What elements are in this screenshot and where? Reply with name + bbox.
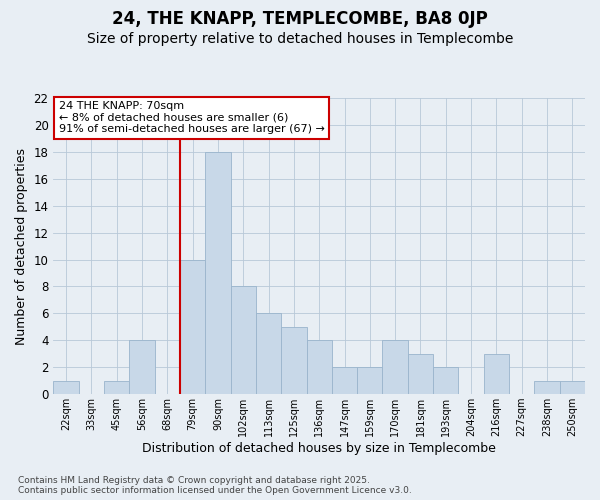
Text: 24, THE KNAPP, TEMPLECOMBE, BA8 0JP: 24, THE KNAPP, TEMPLECOMBE, BA8 0JP (112, 10, 488, 28)
Y-axis label: Number of detached properties: Number of detached properties (15, 148, 28, 344)
Bar (484, 354, 509, 394)
Text: Size of property relative to detached houses in Templecombe: Size of property relative to detached ho… (87, 32, 513, 46)
Bar (281, 327, 307, 394)
Bar (230, 286, 256, 394)
Bar (256, 314, 281, 394)
Text: 24 THE KNAPP: 70sqm
← 8% of detached houses are smaller (6)
91% of semi-detached: 24 THE KNAPP: 70sqm ← 8% of detached hou… (59, 101, 325, 134)
Bar (332, 367, 357, 394)
Bar (382, 340, 408, 394)
Bar (535, 380, 560, 394)
Bar (104, 380, 130, 394)
Bar (357, 367, 382, 394)
X-axis label: Distribution of detached houses by size in Templecombe: Distribution of detached houses by size … (142, 442, 496, 455)
Bar (180, 260, 205, 394)
Bar (307, 340, 332, 394)
Bar (433, 367, 458, 394)
Bar (130, 340, 155, 394)
Text: Contains HM Land Registry data © Crown copyright and database right 2025.
Contai: Contains HM Land Registry data © Crown c… (18, 476, 412, 495)
Bar (53, 380, 79, 394)
Bar (205, 152, 230, 394)
Bar (408, 354, 433, 394)
Bar (560, 380, 585, 394)
